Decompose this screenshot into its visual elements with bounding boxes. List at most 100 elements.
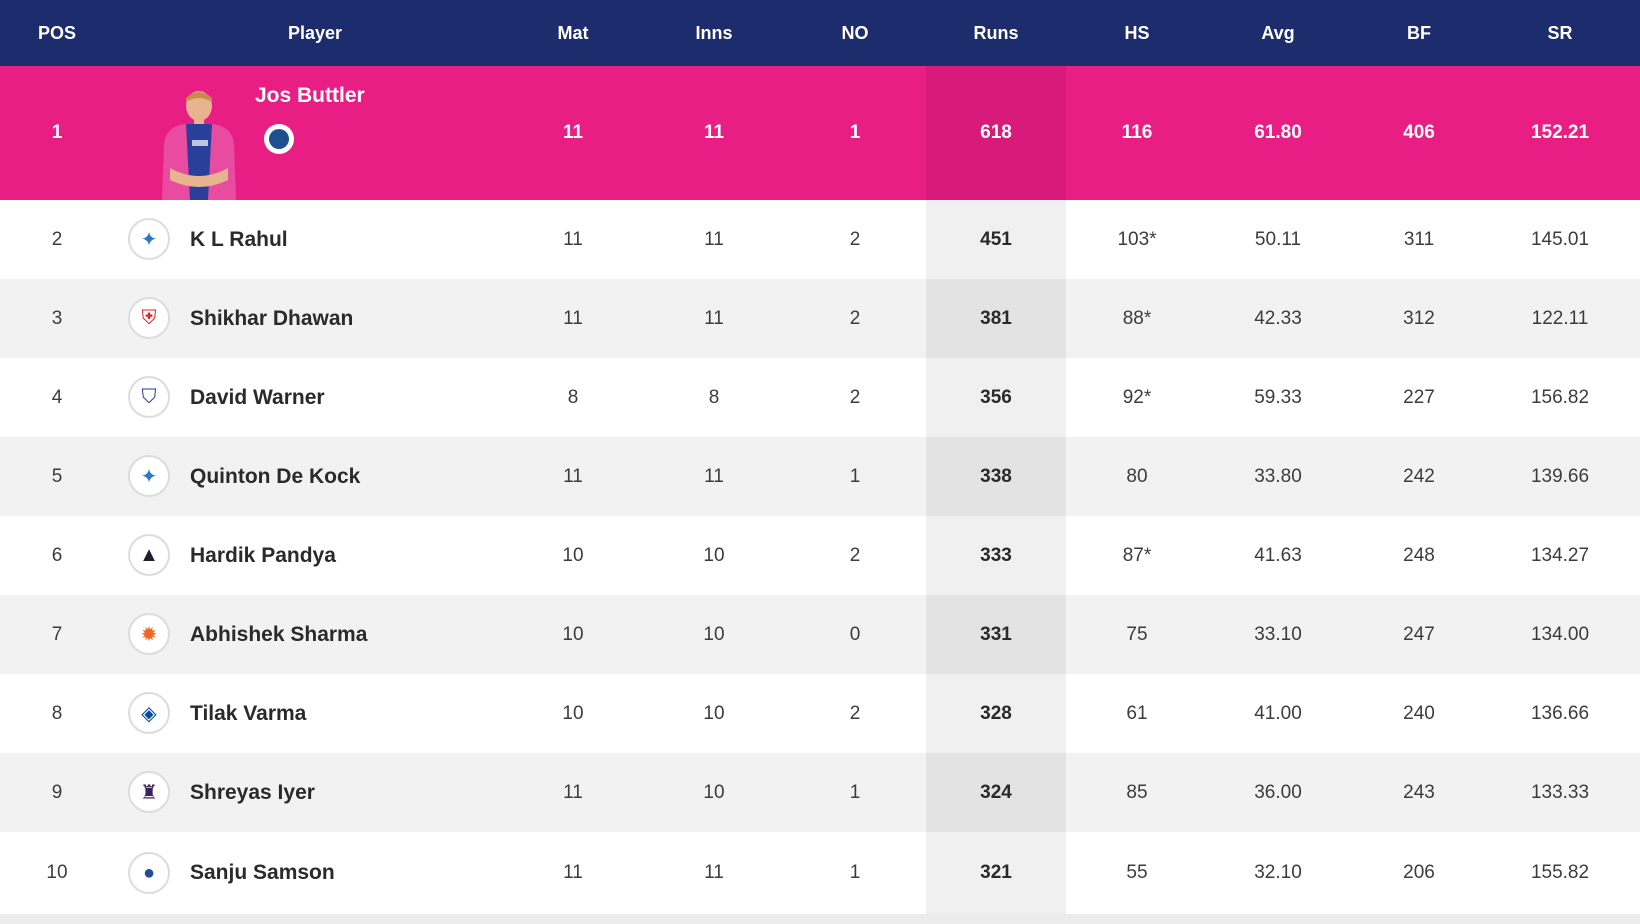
row-bf: 206 (1403, 862, 1435, 883)
row-avg: 59.33 (1254, 386, 1302, 408)
row-player-name[interactable]: Tilak Varma (190, 701, 307, 725)
row-player-name[interactable]: David Warner (190, 385, 325, 409)
table-row[interactable]: 4 ⛉ David Warner 8 8 2 356 92* 59.33 227… (0, 358, 1640, 437)
row-no: 0 (849, 623, 861, 645)
row-player-name[interactable]: Sanju Samson (190, 861, 335, 884)
row-inns: 11 (704, 465, 724, 487)
row-runs: 333 (980, 544, 1012, 566)
row-bf: 406 (1403, 122, 1435, 143)
runs-column-highlight (926, 753, 1066, 832)
runs-column-highlight (926, 516, 1066, 595)
row-player-name[interactable]: Jos Buttler (255, 84, 365, 107)
table-row[interactable]: 10 ● Sanju Samson 11 11 1 321 55 32.10 2… (0, 832, 1640, 914)
row-pos: 6 (51, 544, 63, 566)
table-row-leader[interactable]: 1 Jos Buttler 11 11 1 618 116 61.80 406 … (0, 66, 1640, 200)
row-inns: 11 (704, 862, 724, 883)
table-row[interactable]: 2 ✦ K L Rahul 11 11 2 451 103* 50.11 311… (0, 200, 1640, 279)
row-mat: 11 (563, 781, 583, 803)
row-no: 1 (849, 122, 861, 143)
row-pos: 2 (51, 228, 63, 250)
row-sr: 136.66 (1530, 702, 1590, 724)
pbks-logo-icon: ⛨ (128, 297, 170, 339)
row-hs: 92* (1122, 386, 1152, 408)
header-pos[interactable]: POS (37, 22, 77, 43)
row-runs: 321 (980, 862, 1012, 883)
row-mat: 10 (562, 623, 584, 645)
header-hs[interactable]: HS (1124, 22, 1150, 43)
row-player-name[interactable]: Quinton De Kock (190, 464, 361, 488)
lsg-logo-icon: ✦ (128, 455, 170, 497)
row-inns: 11 (704, 228, 724, 250)
row-runs: 356 (980, 386, 1012, 408)
gt-logo-icon: ▲ (128, 534, 170, 576)
header-avg[interactable]: Avg (1261, 22, 1295, 43)
row-pos: 8 (51, 702, 63, 724)
row-pos: 9 (51, 781, 63, 803)
runs-column-highlight (926, 200, 1066, 279)
player-photo (162, 91, 236, 200)
row-inns: 8 (708, 386, 720, 408)
row-sr: 134.00 (1530, 623, 1590, 645)
row-player-name[interactable]: K L Rahul (190, 227, 288, 251)
row-pos: 3 (51, 307, 63, 329)
row-player-name[interactable]: Shreyas Iyer (190, 780, 315, 804)
row-pos: 4 (51, 386, 63, 408)
row-avg: 33.10 (1254, 623, 1302, 645)
row-no: 1 (849, 781, 861, 803)
runs-column-highlight (926, 358, 1066, 437)
row-runs: 324 (980, 781, 1012, 803)
row-runs: 451 (980, 228, 1012, 250)
runs-column-highlight (926, 832, 1066, 914)
runs-column-highlight (926, 437, 1066, 516)
row-bf: 227 (1403, 386, 1435, 408)
header-sr[interactable]: SR (1547, 22, 1573, 43)
row-pos: 1 (51, 122, 63, 143)
row-bf: 242 (1403, 465, 1435, 487)
kkr-logo-icon: ♜ (128, 771, 170, 813)
row-avg: 33.80 (1254, 465, 1302, 487)
runs-column-highlight (926, 66, 1066, 200)
row-inns: 10 (703, 544, 725, 566)
row-bf: 240 (1403, 702, 1435, 724)
runs-column-highlight (926, 674, 1066, 753)
row-no: 1 (849, 465, 861, 487)
row-mat: 11 (563, 862, 583, 883)
row-sr: 134.27 (1530, 544, 1590, 566)
header-no[interactable]: NO (841, 22, 869, 43)
header-runs[interactable]: Runs (973, 22, 1019, 43)
table-bottom-border (0, 914, 1640, 924)
row-mat: 11 (563, 228, 583, 250)
table-row[interactable]: 9 ♜ Shreyas Iyer 11 10 1 324 85 36.00 24… (0, 753, 1640, 832)
header-player[interactable]: Player (287, 22, 343, 43)
row-pos: 10 (46, 862, 68, 883)
table-row[interactable]: 8 ◈ Tilak Varma 10 10 2 328 61 41.00 240… (0, 674, 1640, 753)
row-mat: 11 (563, 465, 583, 487)
row-mat: 11 (562, 122, 584, 143)
row-mat: 10 (562, 544, 584, 566)
row-sr: 139.66 (1530, 465, 1590, 487)
table-row[interactable]: 7 ✹ Abhishek Sharma 10 10 0 331 75 33.10… (0, 595, 1640, 674)
row-runs: 618 (980, 122, 1012, 143)
row-avg: 50.11 (1254, 228, 1302, 250)
row-pos: 7 (51, 623, 63, 645)
table-row[interactable]: 6 ▲ Hardik Pandya 10 10 2 333 87* 41.63 … (0, 516, 1640, 595)
row-hs: 80 (1126, 465, 1148, 487)
row-player-name[interactable]: Hardik Pandya (190, 543, 336, 567)
row-hs: 85 (1126, 781, 1148, 803)
dc-logo-icon: ⛉ (128, 376, 170, 418)
header-inns[interactable]: Inns (695, 22, 733, 43)
row-hs: 103* (1117, 228, 1157, 250)
table-row[interactable]: 3 ⛨ Shikhar Dhawan 11 11 2 381 88* 42.33… (0, 279, 1640, 358)
header-bf[interactable]: BF (1407, 22, 1431, 43)
row-player-name[interactable]: Shikhar Dhawan (190, 306, 354, 330)
row-inns: 10 (703, 702, 725, 724)
row-no: 1 (849, 862, 861, 883)
row-avg: 32.10 (1254, 862, 1302, 883)
row-no: 2 (849, 702, 861, 724)
row-player-name[interactable]: Abhishek Sharma (190, 622, 368, 646)
row-avg: 41.63 (1254, 544, 1302, 566)
srh-logo-icon: ✹ (128, 613, 170, 655)
header-mat[interactable]: Mat (557, 22, 589, 43)
table-row[interactable]: 5 ✦ Quinton De Kock 11 11 1 338 80 33.80… (0, 437, 1640, 516)
